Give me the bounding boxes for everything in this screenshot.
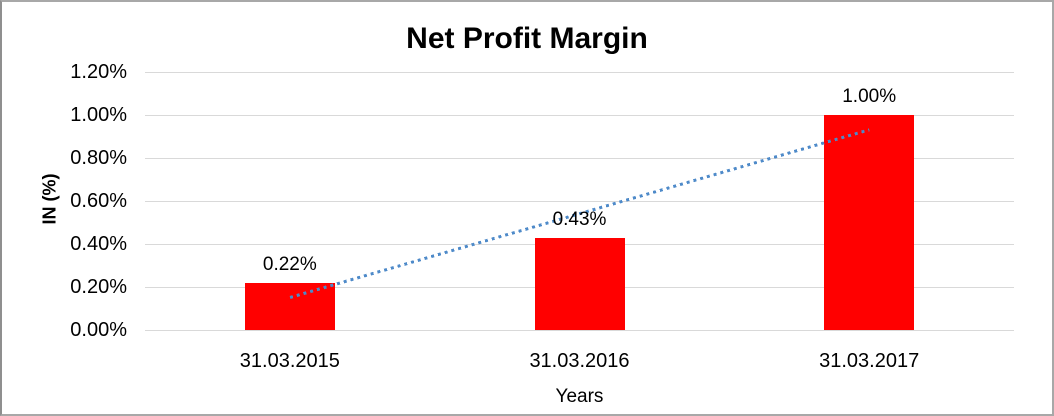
bar <box>534 237 625 330</box>
y-axis-tick-label: 0.20% <box>70 276 127 298</box>
chart-title: Net Profit Margin <box>406 22 648 55</box>
x-axis-category-label: 31.03.2016 <box>529 350 630 372</box>
gridline <box>145 114 1014 116</box>
y-axis-tick-label: 0.40% <box>70 233 127 255</box>
bar-data-label: 0.22% <box>262 253 317 275</box>
x-axis-category-label: 31.03.2015 <box>239 350 340 372</box>
y-axis-tick-label: 1.00% <box>70 104 127 126</box>
y-axis-tick-label: 0.80% <box>70 147 127 169</box>
bar-data-label: 1.00% <box>842 86 897 107</box>
x-axis-title: Years <box>555 386 604 407</box>
x-axis-category-label: 31.03.2017 <box>819 350 920 372</box>
gridline <box>145 71 1014 73</box>
y-axis-tick-label: 0.00% <box>70 319 127 341</box>
bar-data-label: 0.43% <box>552 208 607 230</box>
bar <box>244 282 335 330</box>
gridline <box>145 329 1014 331</box>
gridline <box>145 157 1014 159</box>
bar <box>824 115 915 330</box>
y-axis-tick-label: 0.60% <box>70 190 127 212</box>
gridline <box>145 200 1014 202</box>
y-axis-tick-label: 1.20% <box>70 61 127 83</box>
